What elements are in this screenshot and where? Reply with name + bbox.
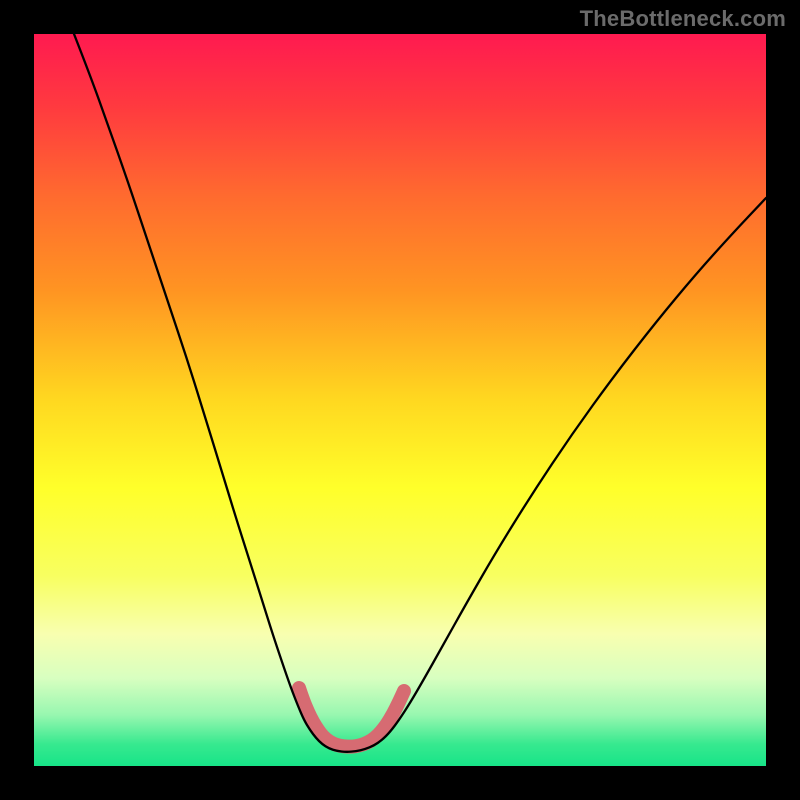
watermark-text: TheBottleneck.com	[580, 6, 786, 32]
gradient-background	[34, 34, 766, 766]
chart-svg	[34, 34, 766, 766]
chart-container: TheBottleneck.com	[0, 0, 800, 800]
plot-area	[34, 34, 766, 766]
